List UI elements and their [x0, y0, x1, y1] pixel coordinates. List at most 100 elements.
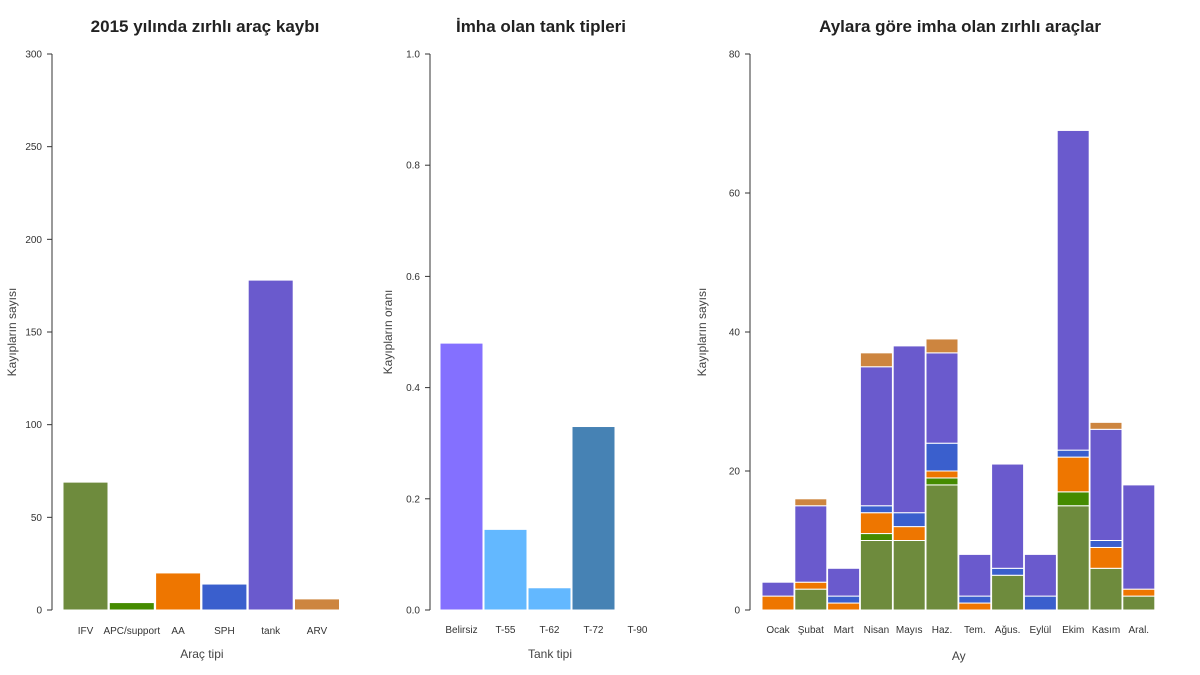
bar-segment — [925, 442, 959, 472]
y-tick-label: 200 — [25, 235, 42, 246]
bar-segment — [1089, 428, 1123, 541]
bar-segment — [1056, 456, 1090, 493]
bar-segment — [794, 588, 828, 611]
y-axis-label-1: Kayıpların sayısı — [5, 288, 19, 377]
x-tick-label: Nisan — [864, 625, 890, 636]
bar-segment — [1056, 491, 1090, 507]
x-tick-label: T-55 — [495, 625, 515, 636]
y-tick-label: 0.2 — [406, 494, 420, 505]
bar-segment — [925, 477, 959, 486]
bar — [294, 598, 340, 611]
bar-segment — [991, 574, 1025, 611]
x-tick-label: ARV — [307, 626, 328, 637]
bar-segment — [1089, 540, 1123, 548]
bar-segment — [958, 602, 992, 611]
bar-segment — [1122, 484, 1156, 590]
bar-segment — [958, 553, 992, 597]
bar-segment — [925, 484, 959, 611]
y-tick-label: 20 — [729, 467, 741, 478]
bar-segment — [859, 512, 893, 535]
bar — [571, 426, 616, 611]
bar-segment — [794, 581, 828, 590]
bar — [201, 583, 248, 611]
bar-segment — [991, 567, 1025, 576]
bar-segment — [827, 602, 861, 611]
x-tick-label: T-72 — [583, 625, 603, 636]
x-tick-label: Tem. — [964, 625, 986, 636]
y-tick-label: 0 — [36, 606, 42, 617]
y-tick-label: 250 — [25, 142, 42, 153]
x-tick-label: AA — [171, 626, 185, 637]
bar-segment — [1056, 505, 1090, 611]
bar-segment — [827, 595, 861, 604]
bar-segment — [1056, 129, 1090, 451]
bar-segment — [859, 366, 893, 507]
bar-segment — [761, 595, 795, 611]
bar — [155, 572, 202, 611]
x-tick-label: APC/support — [103, 626, 160, 637]
bar-segment — [892, 512, 926, 528]
y-tick-label: 150 — [25, 328, 42, 339]
x-tick-label: Şubat — [798, 625, 824, 636]
y-tick-label: 0.6 — [406, 272, 420, 283]
bar-segment — [1089, 567, 1123, 611]
x-axis-label-1: Araç tipi — [180, 647, 223, 661]
x-tick-label: Ocak — [766, 625, 790, 636]
bar-segment — [958, 595, 992, 604]
y-tick-label: 0 — [734, 606, 740, 617]
x-tick-label: T-62 — [539, 625, 559, 636]
bar-segment — [925, 352, 959, 444]
x-tick-label: Mart — [834, 625, 854, 636]
chart-title-2: İmha olan tank tipleri — [456, 17, 626, 36]
bar-segment — [859, 352, 893, 368]
bar-segment — [1122, 588, 1156, 597]
x-tick-label: IFV — [78, 626, 94, 637]
bar-segment — [892, 540, 926, 611]
y-tick-label: 60 — [729, 189, 741, 200]
bar-segment — [925, 470, 959, 479]
bar-segment — [794, 505, 828, 583]
bar-segment — [1122, 595, 1156, 611]
y-tick-label: 100 — [25, 420, 42, 431]
bar-segment — [1023, 595, 1057, 611]
chart-title-1: 2015 yılında zırhlı araç kaybı — [91, 17, 320, 36]
y-tick-label: 0.0 — [406, 606, 420, 617]
bar — [62, 481, 109, 611]
y-tick-label: 300 — [25, 50, 42, 61]
x-axis-label-2: Tank tipi — [528, 647, 572, 661]
y-tick-label: 50 — [31, 513, 43, 524]
bar-segment — [892, 526, 926, 541]
bar-segment — [794, 498, 828, 507]
y-tick-label: 40 — [729, 328, 741, 339]
bar-segment — [761, 581, 795, 597]
bar — [108, 602, 155, 611]
bar-segment — [1089, 421, 1123, 430]
bar-segment — [991, 463, 1025, 569]
x-tick-label: Mayıs — [896, 625, 923, 636]
bar-segment — [859, 505, 893, 514]
bar-segment — [1089, 546, 1123, 569]
bar — [483, 528, 528, 611]
bar-segment — [1023, 553, 1057, 597]
x-tick-label: Kasım — [1092, 625, 1120, 636]
bar — [439, 342, 484, 611]
x-axis-label-3: Ay — [952, 649, 966, 663]
bar-segment — [827, 567, 861, 597]
y-tick-label: 0.4 — [406, 383, 420, 394]
x-tick-label: Eylül — [1030, 625, 1052, 636]
bar-segment — [925, 338, 959, 354]
bar-segment — [859, 533, 893, 541]
bar-segment — [892, 345, 926, 514]
y-tick-label: 0.8 — [406, 161, 420, 172]
x-tick-label: Aral. — [1129, 625, 1150, 636]
bar-segment — [859, 540, 893, 611]
x-tick-label: T-90 — [627, 625, 647, 636]
x-tick-label: tank — [261, 626, 281, 637]
bar — [527, 587, 572, 611]
bar — [247, 279, 294, 611]
bar-segment — [1056, 449, 1090, 458]
x-tick-label: Haz. — [932, 625, 953, 636]
x-tick-label: Ekim — [1062, 625, 1084, 636]
x-tick-label: Belirsiz — [445, 625, 477, 636]
